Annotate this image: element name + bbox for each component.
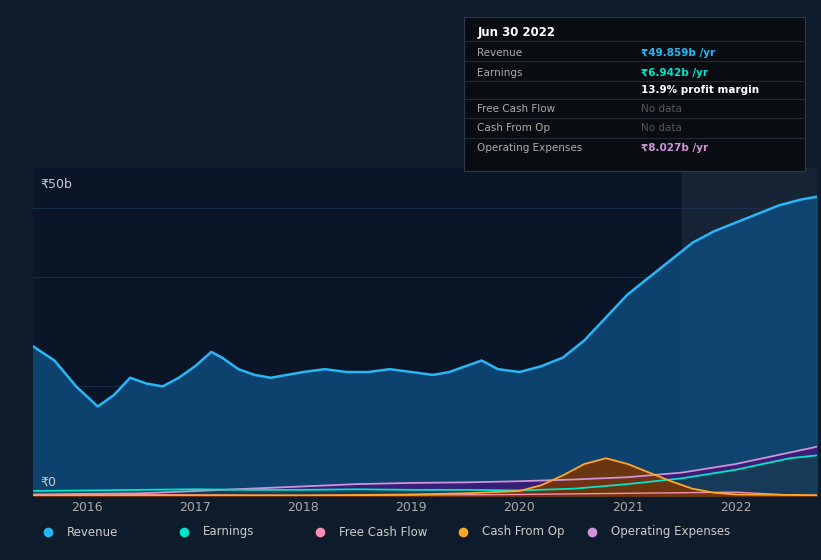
Text: ₹0: ₹0 <box>41 476 57 489</box>
Text: Operating Expenses: Operating Expenses <box>478 143 583 153</box>
Text: Earnings: Earnings <box>478 68 523 78</box>
Text: Cash From Op: Cash From Op <box>478 123 551 133</box>
Text: Free Cash Flow: Free Cash Flow <box>478 104 556 114</box>
Text: Revenue: Revenue <box>478 48 523 58</box>
Text: 13.9% profit margin: 13.9% profit margin <box>641 85 759 95</box>
Text: Jun 30 2022: Jun 30 2022 <box>478 26 556 39</box>
Text: No data: No data <box>641 123 682 133</box>
Text: ₹8.027b /yr: ₹8.027b /yr <box>641 143 709 153</box>
Text: Earnings: Earnings <box>203 525 255 539</box>
Text: ₹49.859b /yr: ₹49.859b /yr <box>641 48 715 58</box>
Text: Operating Expenses: Operating Expenses <box>611 525 730 539</box>
Text: Cash From Op: Cash From Op <box>482 525 565 539</box>
Text: Revenue: Revenue <box>67 525 118 539</box>
Text: ₹6.942b /yr: ₹6.942b /yr <box>641 68 708 78</box>
Text: ₹50b: ₹50b <box>41 178 72 191</box>
Text: No data: No data <box>641 104 682 114</box>
Text: Free Cash Flow: Free Cash Flow <box>339 525 427 539</box>
Bar <box>681 168 817 496</box>
